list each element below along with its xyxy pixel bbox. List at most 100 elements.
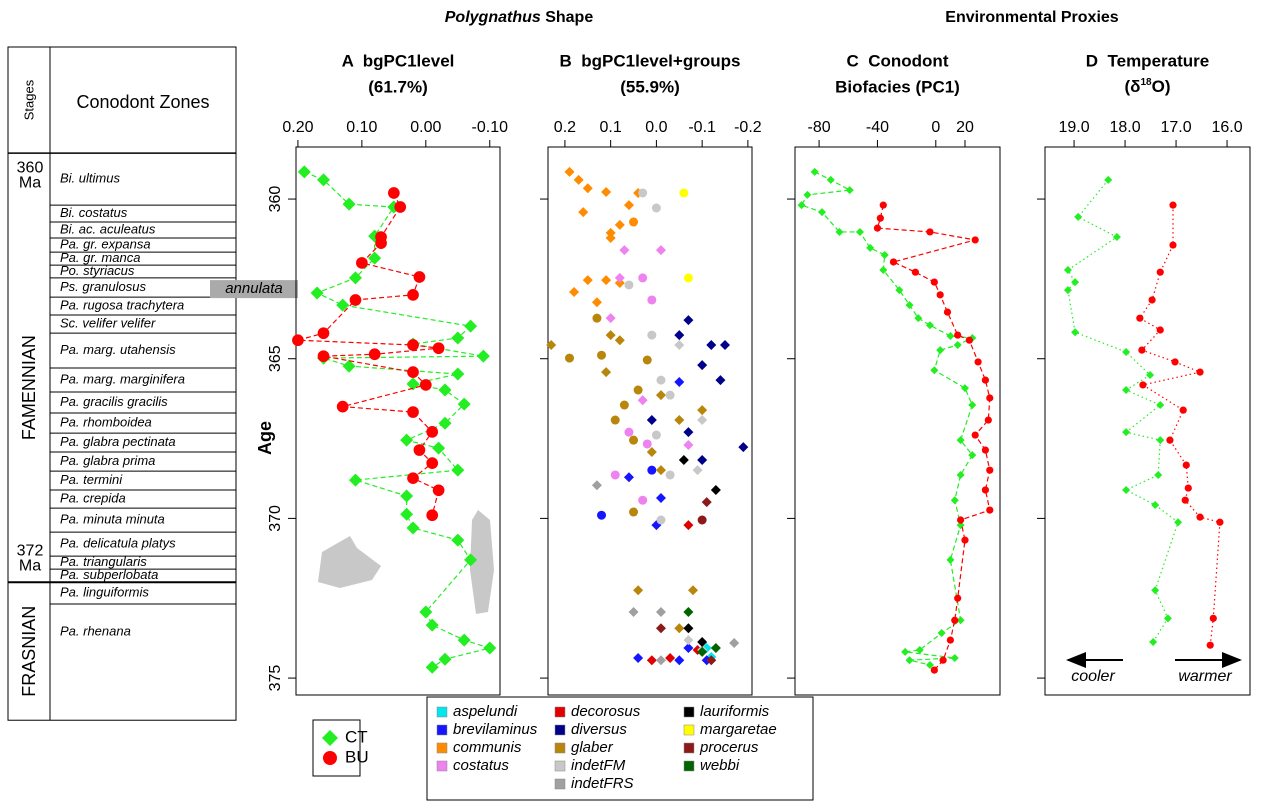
point xyxy=(1136,314,1144,322)
legend-label: decorosus xyxy=(571,703,641,720)
zone-name: Ps. granulosus xyxy=(60,279,146,294)
point xyxy=(619,400,629,410)
point xyxy=(817,208,826,217)
point xyxy=(1196,368,1204,376)
x-tick-label: 0.1 xyxy=(600,119,622,136)
point xyxy=(400,433,414,447)
x-tick-label: -40 xyxy=(866,119,889,136)
title-part: (δ xyxy=(1125,77,1141,96)
point xyxy=(930,666,938,674)
point xyxy=(614,278,625,289)
point xyxy=(610,470,620,480)
point xyxy=(674,623,685,634)
point xyxy=(665,470,675,480)
point xyxy=(880,250,889,259)
point xyxy=(1174,518,1183,527)
point xyxy=(336,400,349,413)
point xyxy=(679,188,689,198)
point xyxy=(1169,201,1177,209)
point xyxy=(432,484,445,497)
legend-symbol xyxy=(323,751,337,765)
plot-frame xyxy=(547,146,753,696)
point xyxy=(394,201,407,213)
point xyxy=(317,350,330,363)
stages-header: Stages xyxy=(21,79,36,120)
point xyxy=(400,489,414,503)
site-legend-box xyxy=(312,719,361,777)
point xyxy=(956,436,965,445)
x-tick-label: 20 xyxy=(956,119,974,136)
point xyxy=(432,342,445,355)
point xyxy=(638,273,648,283)
legend-label: procerus xyxy=(699,739,759,756)
point xyxy=(1071,328,1080,337)
point xyxy=(464,319,478,333)
point xyxy=(407,406,419,418)
plot-frame xyxy=(295,146,501,696)
point xyxy=(845,186,854,195)
y-tick-label: 370 xyxy=(267,505,284,532)
point xyxy=(1156,436,1165,445)
point xyxy=(939,656,947,664)
zone-name: Pa. gr. manca xyxy=(60,250,140,265)
point xyxy=(701,497,712,508)
point xyxy=(476,349,490,363)
legend-swatch xyxy=(683,706,695,718)
panel-title: (61.7%) xyxy=(368,77,428,96)
legend-label: webbi xyxy=(700,757,740,774)
point xyxy=(564,353,574,363)
point xyxy=(601,275,612,286)
point xyxy=(1063,265,1072,274)
stage-name: FRASNIAN xyxy=(19,606,39,697)
zone-name: Pa. crepida xyxy=(60,491,126,506)
x-tick-label: -80 xyxy=(808,119,831,136)
header-italic: Polygnathus xyxy=(445,9,541,26)
point xyxy=(368,348,381,361)
zone-name: Sc. velifer velifer xyxy=(60,316,156,331)
point xyxy=(614,219,625,230)
point xyxy=(646,655,657,666)
point xyxy=(1063,286,1072,295)
point xyxy=(342,197,356,211)
point xyxy=(591,480,602,491)
point xyxy=(1206,641,1214,649)
point xyxy=(674,377,685,388)
point xyxy=(1209,614,1217,622)
point xyxy=(971,431,979,439)
x-tick-label: 0 xyxy=(931,119,940,136)
point xyxy=(981,446,990,454)
point xyxy=(614,272,625,283)
point xyxy=(951,616,959,624)
y-tick-label: 375 xyxy=(267,665,284,692)
point xyxy=(413,444,426,456)
header-text: Environmental Proxies xyxy=(945,9,1118,26)
point xyxy=(582,183,593,194)
point xyxy=(683,427,694,438)
point xyxy=(647,330,657,340)
point xyxy=(683,606,694,617)
point xyxy=(1156,326,1164,334)
point xyxy=(438,416,452,430)
legend-swatch xyxy=(554,778,566,790)
point xyxy=(1156,401,1165,410)
zone-name: Pa. rugosa trachytera xyxy=(60,297,184,312)
point xyxy=(647,465,657,475)
point xyxy=(656,515,666,525)
point xyxy=(407,366,419,378)
point xyxy=(895,286,904,295)
point xyxy=(810,167,819,176)
point xyxy=(905,301,914,310)
point xyxy=(911,268,919,276)
point xyxy=(624,427,634,437)
column-frame xyxy=(7,46,237,721)
point xyxy=(438,652,452,666)
point xyxy=(457,397,471,411)
point xyxy=(605,330,616,341)
point xyxy=(1216,518,1224,526)
point xyxy=(961,536,969,544)
point xyxy=(419,379,432,391)
point xyxy=(637,395,648,406)
point xyxy=(633,585,644,596)
point xyxy=(368,251,382,265)
point xyxy=(1171,358,1179,366)
